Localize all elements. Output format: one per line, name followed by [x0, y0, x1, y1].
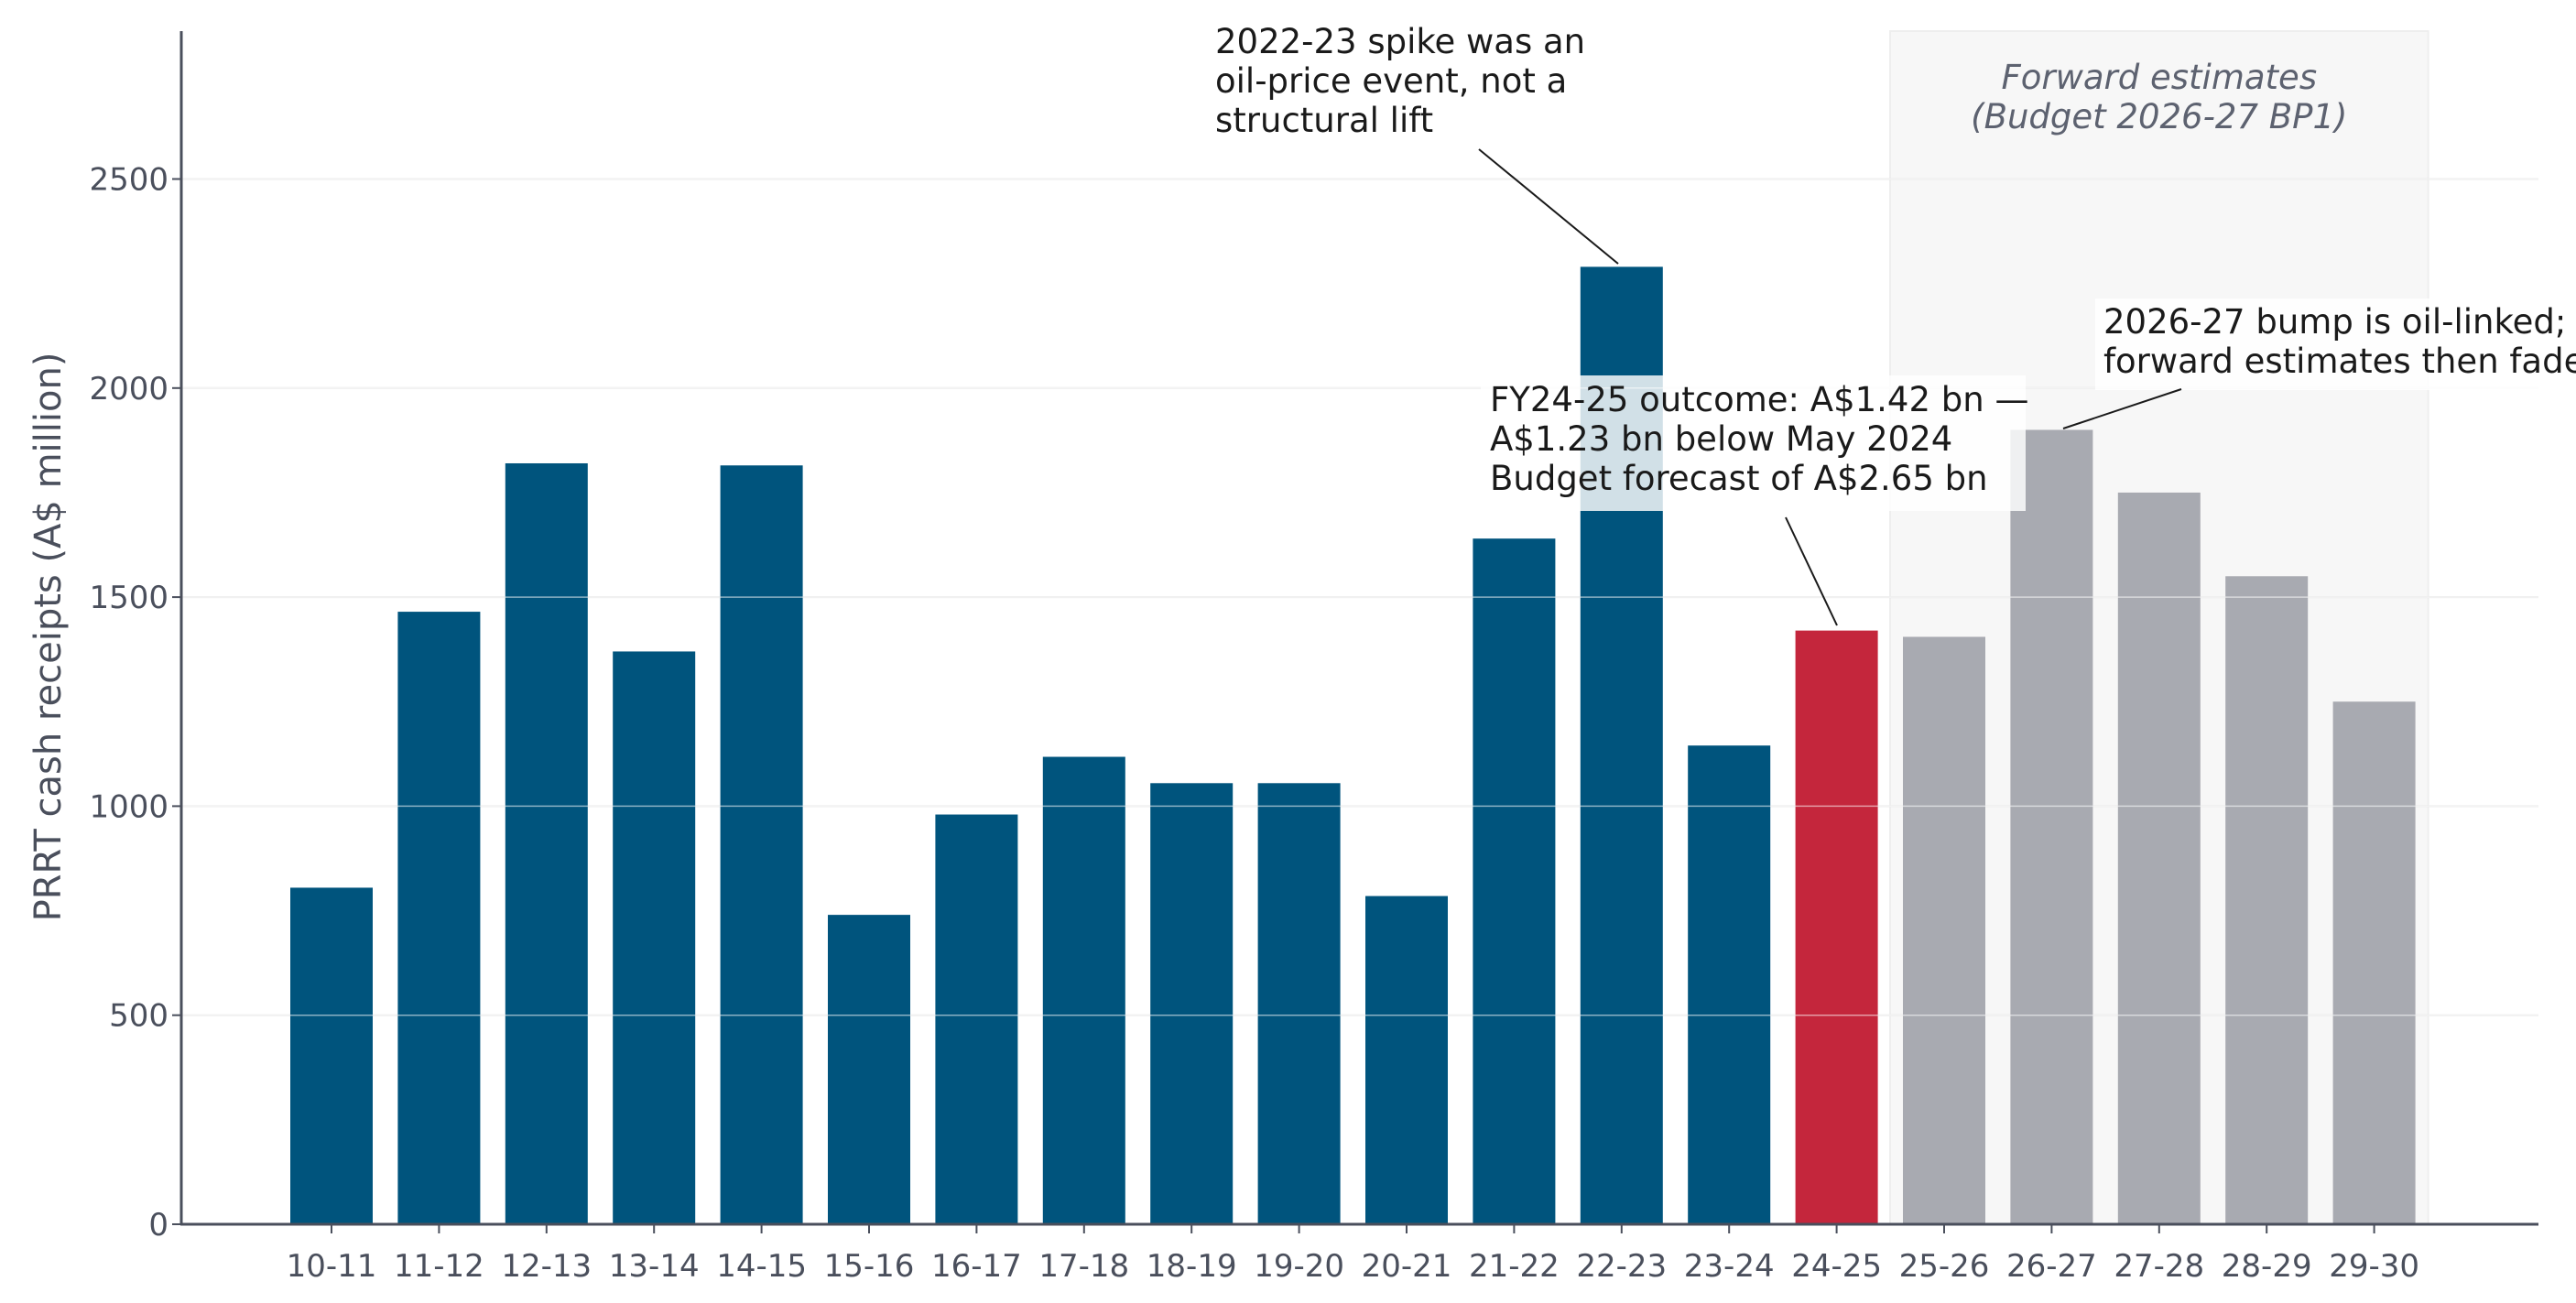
annotation-text: A$1.23 bn below May 2024 [1490, 419, 1952, 459]
x-tick-label-26-27: 26-27 [2006, 1248, 2097, 1285]
annotation-box [2095, 299, 2571, 390]
y-tick-label: 2000 [89, 371, 168, 407]
x-tick-label-11-12: 11-12 [394, 1248, 484, 1285]
bar-17-18 [1042, 756, 1125, 1224]
bar-25-26 [1903, 636, 1985, 1224]
y-tick-label: 1000 [89, 788, 168, 825]
annotation-leader-line [2062, 388, 2182, 429]
annotation-text: FY24-25 outcome: A$1.42 bn — [1490, 380, 2028, 419]
bar-28-29 [2225, 576, 2309, 1224]
y-tick-label: 2500 [89, 162, 168, 199]
bar-10-11 [290, 887, 373, 1224]
annotation-text: oil-price event, not a [1215, 61, 1567, 101]
x-tick-label-22-23: 22-23 [1576, 1248, 1667, 1285]
x-tick-label-15-16: 15-16 [824, 1248, 915, 1285]
x-tick-label-19-20: 19-20 [1254, 1248, 1344, 1285]
annotation-text: 2022-23 spike was an [1215, 22, 1585, 61]
annotation-outcome: FY24-25 outcome: A$1.42 bn —A$1.23 bn be… [1481, 375, 2028, 626]
bar-19-20 [1257, 783, 1341, 1224]
x-tick-label-18-19: 18-19 [1147, 1248, 1237, 1285]
bar-26-27 [2010, 429, 2093, 1225]
x-tick-label-21-22: 21-22 [1469, 1248, 1560, 1285]
x-tick-label-12-13: 12-13 [501, 1248, 592, 1285]
annotation-text: structural lift [1215, 101, 1433, 140]
annotation-leader-line [1478, 148, 1619, 265]
forecast-region-label: Forward estimates [2001, 58, 2317, 97]
bar-13-14 [613, 651, 696, 1224]
x-tick-label-16-17: 16-17 [931, 1248, 1022, 1285]
x-tick-label-17-18: 17-18 [1038, 1248, 1129, 1285]
x-tick-label-29-30: 29-30 [2329, 1248, 2419, 1285]
bar-16-17 [935, 814, 1018, 1224]
y-tick-label: 500 [109, 998, 168, 1035]
x-tick-label-28-29: 28-29 [2222, 1248, 2312, 1285]
bar-20-21 [1365, 896, 1448, 1224]
x-tick-label-27-28: 27-28 [2114, 1248, 2204, 1285]
x-tick-label-10-11: 10-11 [287, 1248, 377, 1285]
annotation-box [1481, 375, 2026, 511]
x-tick-label-14-15: 14-15 [716, 1248, 807, 1285]
bar-14-15 [720, 465, 803, 1224]
annotation-text: forward estimates then fade [2103, 342, 2576, 381]
annotation-text: 2026-27 bump is oil-linked; [2103, 302, 2566, 342]
bar-21-22 [1473, 538, 1556, 1224]
annotation-text: Budget forecast of A$2.65 bn [1490, 459, 1988, 498]
bar-29-30 [2332, 701, 2416, 1224]
forecast-region-label: (Budget 2026-27 BP1) [1971, 97, 2347, 136]
bar-12-13 [505, 462, 588, 1224]
x-tick-label-13-14: 13-14 [609, 1248, 700, 1285]
y-tick-label: 0 [148, 1207, 168, 1243]
x-tick-label-24-25: 24-25 [1791, 1248, 1882, 1285]
annotation-leader-line [1785, 516, 1838, 626]
x-tick-label-23-24: 23-24 [1684, 1248, 1775, 1285]
y-axis-title: PRRT cash receipts (A$ million) [27, 353, 70, 922]
annotation-bump: 2026-27 bump is oil-linked;forward estim… [2062, 299, 2576, 429]
x-tick-label-25-26: 25-26 [1899, 1248, 1990, 1285]
x-tick-label-20-21: 20-21 [1362, 1248, 1452, 1285]
bar-24-25 [1795, 630, 1878, 1224]
bar-27-28 [2117, 492, 2201, 1224]
bar-11-12 [397, 612, 481, 1224]
bar-15-16 [828, 915, 910, 1224]
bar-23-24 [1688, 745, 1771, 1224]
bar-18-19 [1150, 783, 1234, 1224]
y-tick-label: 1500 [89, 580, 168, 616]
